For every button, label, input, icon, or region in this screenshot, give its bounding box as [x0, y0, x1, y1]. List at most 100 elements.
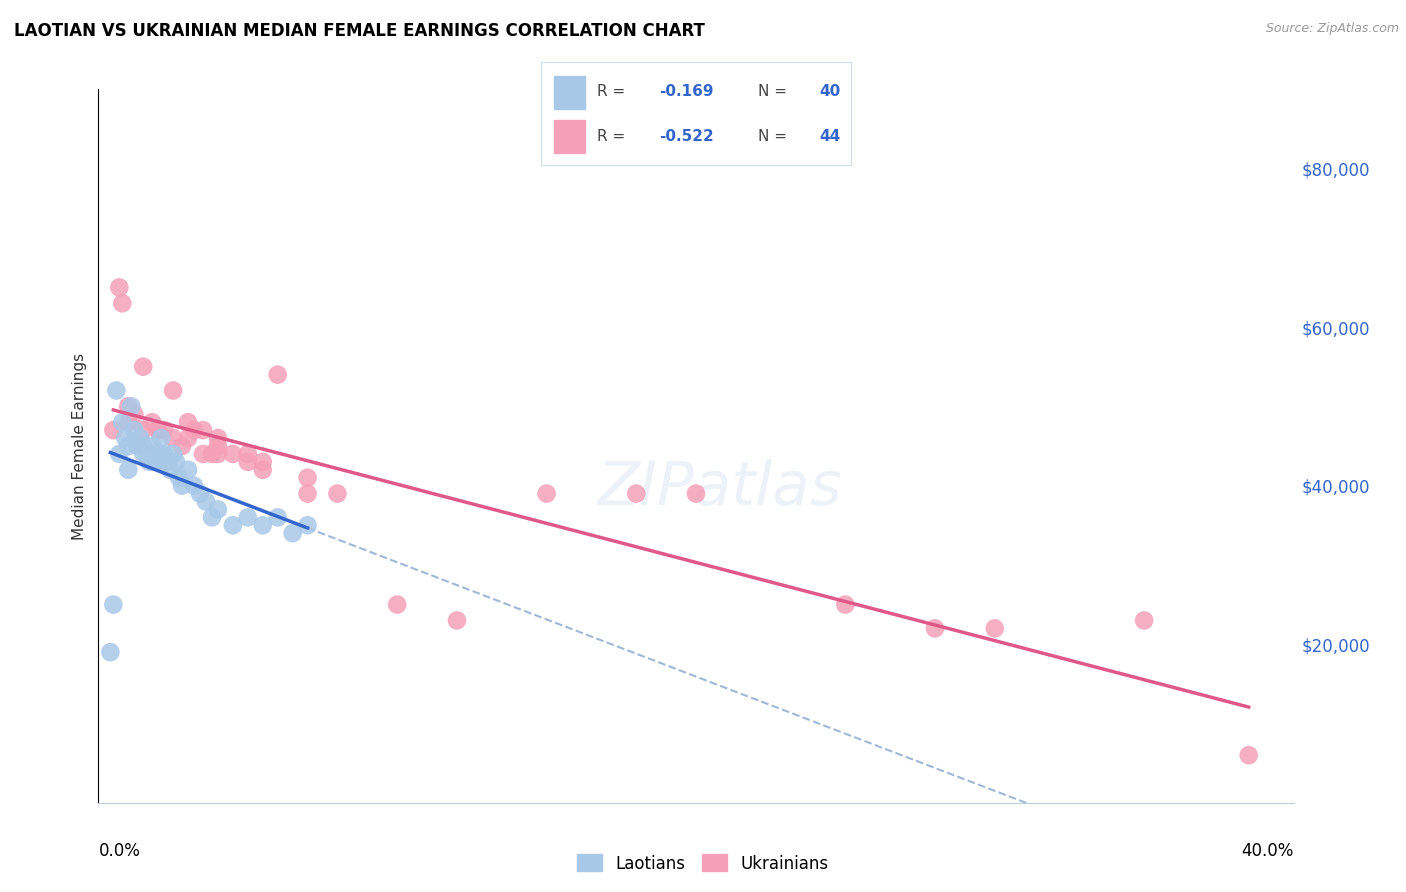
Point [165, 455, 187, 469]
Point [252, 518, 274, 533]
Point [150, 431, 173, 445]
Point [141, 439, 163, 453]
Point [127, 439, 149, 453]
Point [148, 423, 170, 437]
Point [195, 494, 218, 508]
Point [297, 471, 319, 485]
Point [177, 415, 200, 429]
Point [120, 400, 142, 414]
Point [162, 384, 184, 398]
Point [108, 280, 131, 294]
Legend: Laotians, Ukrainians: Laotians, Ukrainians [571, 847, 835, 880]
Point [834, 598, 856, 612]
Point [201, 510, 224, 524]
Point [446, 614, 468, 628]
Text: N =: N = [758, 84, 792, 99]
Point [111, 415, 134, 429]
Point [281, 526, 304, 541]
Point [207, 447, 229, 461]
Point [114, 431, 136, 445]
Point [626, 486, 648, 500]
Point [191, 447, 214, 461]
Point [207, 439, 229, 453]
Point [148, 423, 170, 437]
Bar [554, 76, 585, 109]
Point [111, 296, 134, 310]
Text: R =: R = [598, 84, 630, 99]
Point [148, 455, 170, 469]
Point [924, 621, 946, 635]
Point [167, 471, 190, 485]
Point [117, 400, 139, 414]
Point [100, 645, 122, 659]
Point [132, 447, 155, 461]
Point [1133, 614, 1156, 628]
Text: ZIPatlas: ZIPatlas [598, 459, 842, 518]
Text: R =: R = [598, 128, 630, 144]
Point [252, 463, 274, 477]
Point [1237, 748, 1260, 763]
Point [153, 447, 176, 461]
Point [143, 455, 166, 469]
Text: -0.522: -0.522 [659, 128, 714, 144]
Point [103, 423, 125, 437]
Point [297, 518, 319, 533]
Point [177, 463, 200, 477]
Point [297, 486, 319, 500]
Point [138, 455, 160, 469]
Point [148, 447, 170, 461]
Text: 0.0%: 0.0% [98, 842, 141, 860]
Point [267, 368, 290, 382]
Text: N =: N = [758, 128, 792, 144]
Point [236, 510, 259, 524]
Point [536, 486, 558, 500]
Text: -0.169: -0.169 [659, 84, 713, 99]
Point [201, 447, 224, 461]
Text: 44: 44 [820, 128, 841, 144]
Point [132, 423, 155, 437]
Text: 40.0%: 40.0% [1241, 842, 1294, 860]
Point [183, 423, 205, 437]
Point [191, 423, 214, 437]
Point [172, 478, 194, 492]
Point [685, 486, 707, 500]
Point [132, 439, 155, 453]
Point [108, 447, 131, 461]
Point [117, 415, 139, 429]
Point [135, 447, 157, 461]
Y-axis label: Median Female Earnings: Median Female Earnings [72, 352, 87, 540]
Point [177, 431, 200, 445]
Point [103, 598, 125, 612]
Point [156, 455, 179, 469]
Point [162, 447, 184, 461]
Point [236, 455, 259, 469]
Point [984, 621, 1007, 635]
Point [222, 447, 245, 461]
Point [188, 486, 211, 500]
Text: LAOTIAN VS UKRAINIAN MEDIAN FEMALE EARNINGS CORRELATION CHART: LAOTIAN VS UKRAINIAN MEDIAN FEMALE EARNI… [14, 22, 704, 40]
Point [105, 384, 128, 398]
Point [132, 359, 155, 374]
Point [252, 455, 274, 469]
Point [172, 439, 194, 453]
Point [267, 510, 290, 524]
Point [129, 431, 152, 445]
Point [162, 431, 184, 445]
Point [132, 439, 155, 453]
Point [159, 463, 181, 477]
Point [117, 439, 139, 453]
Point [153, 423, 176, 437]
Point [222, 518, 245, 533]
Point [183, 478, 205, 492]
Point [124, 423, 146, 437]
Point [141, 415, 163, 429]
Text: Source: ZipAtlas.com: Source: ZipAtlas.com [1265, 22, 1399, 36]
Point [385, 598, 409, 612]
Bar [554, 120, 585, 153]
Point [207, 431, 229, 445]
Point [326, 486, 349, 500]
Point [117, 463, 139, 477]
Point [124, 407, 146, 421]
Point [236, 447, 259, 461]
Text: 40: 40 [820, 84, 841, 99]
